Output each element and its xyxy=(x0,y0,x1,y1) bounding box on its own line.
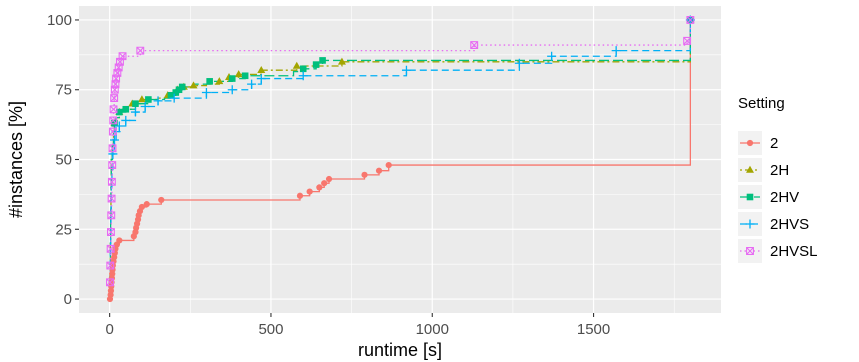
series-point-2hvsl xyxy=(110,94,119,103)
series-point-2 xyxy=(158,196,165,204)
series-point-2hvs xyxy=(169,93,179,103)
series-point-2hvs xyxy=(247,79,257,89)
y-axis-title: #instances [%] xyxy=(6,101,26,218)
series-point-2hvs xyxy=(401,65,411,75)
legend-label-2hvs: 2HVS xyxy=(770,216,809,233)
series-point-2hvs xyxy=(108,149,118,159)
series-point-2hvsl xyxy=(109,116,118,125)
series-point-2h xyxy=(337,57,346,65)
series-point-2 xyxy=(143,201,150,208)
legend-key-marker xyxy=(745,219,755,229)
legend-key-marker xyxy=(746,247,754,255)
y-tick-label: 100 xyxy=(47,12,72,29)
legend-label-2hv: 2HV xyxy=(770,189,799,206)
x-axis-ticks: 0 500 1000 1500 xyxy=(105,313,610,338)
legend-key-marker xyxy=(746,193,754,201)
series-point-2h xyxy=(257,65,266,73)
series-point-2h xyxy=(234,70,243,78)
series-point-2hv xyxy=(299,65,307,73)
legend-label-2: 2 xyxy=(770,135,778,152)
series-point-2hvsl xyxy=(470,41,479,50)
legend-key-marker xyxy=(746,165,754,173)
series-point-2h xyxy=(189,81,198,89)
series-point-2hvsl xyxy=(686,16,695,24)
series-point-2hv xyxy=(312,61,320,68)
y-tick-label: 25 xyxy=(55,221,72,238)
x-tick-label: 1500 xyxy=(577,321,610,338)
series-point-2h xyxy=(292,61,301,69)
series-point-2hvs xyxy=(611,46,621,56)
series-point-2hv xyxy=(206,78,213,85)
series-point-2hv xyxy=(319,57,326,64)
series-point-2hv xyxy=(167,92,175,99)
series-point-2hvs xyxy=(153,96,163,106)
series-point-2hv xyxy=(241,72,249,80)
series-point-2 xyxy=(116,237,123,244)
series-point-2 xyxy=(296,192,304,199)
series-point-2hvs xyxy=(140,101,150,111)
series-point-2hvs xyxy=(227,85,237,95)
series-point-2 xyxy=(375,167,383,174)
legend-label-2h: 2H xyxy=(770,162,789,179)
legend-title: Setting xyxy=(738,95,785,112)
series-point-2hvsl xyxy=(683,36,692,45)
series-point-2hvs xyxy=(130,107,140,117)
series-point-2hvsl xyxy=(106,244,115,253)
series-point-2hvs xyxy=(121,115,131,125)
series-point-2 xyxy=(316,184,323,191)
series-point-2hvsl xyxy=(107,177,116,186)
series-markers xyxy=(106,15,695,303)
x-axis-title: runtime [s] xyxy=(358,340,442,360)
series-point-2hvsl xyxy=(108,127,117,136)
x-tick-label: 1000 xyxy=(416,321,449,338)
series-point-2hvsl xyxy=(107,194,116,203)
legend: Setting 2 2H 2HV 2HVS 2HVSL xyxy=(738,95,818,263)
legend-label-2hvsl: 2HVSL xyxy=(770,243,818,260)
series-point-2h xyxy=(215,77,224,85)
series-point-2 xyxy=(325,175,333,183)
x-tick-label: 500 xyxy=(258,321,283,338)
series-point-2hvs xyxy=(256,74,266,84)
series-point-2h xyxy=(137,95,146,103)
series-point-2 xyxy=(306,188,313,195)
series-point-2hvsl xyxy=(118,52,127,61)
series-point-2 xyxy=(138,203,146,211)
grid-minor xyxy=(79,6,721,313)
series-point-2hv xyxy=(122,105,130,113)
x-tick-label: 0 xyxy=(105,321,113,338)
series-point-2hvs xyxy=(514,58,524,68)
series-point-2hv xyxy=(228,75,236,82)
series-point-2 xyxy=(361,171,368,178)
series-point-2hv xyxy=(178,83,186,91)
y-tick-label: 50 xyxy=(55,152,72,169)
series-point-2hvs xyxy=(114,121,124,131)
legend-key-marker xyxy=(746,139,754,147)
series-point-2hv xyxy=(116,108,123,116)
y-tick-label: 75 xyxy=(55,82,72,99)
series-point-2hvs xyxy=(109,135,119,145)
series-point-2hvs xyxy=(298,71,308,81)
series-point-2hv xyxy=(111,119,118,127)
series-point-2hvsl xyxy=(136,46,145,55)
series-point-2 xyxy=(385,161,392,169)
series-point-2hvsl xyxy=(108,144,117,153)
series-point-2hvsl xyxy=(107,211,116,220)
series-point-2hv xyxy=(132,100,139,107)
series-point-2hvsl xyxy=(106,278,114,287)
series-point-2hvs xyxy=(201,88,211,98)
series-point-2hvsl xyxy=(106,228,115,237)
series-point-2hvsl xyxy=(109,105,118,114)
series-point-2hvs xyxy=(547,51,557,61)
series-point-2hv xyxy=(145,96,152,103)
series-point-2hvsl xyxy=(108,161,117,170)
series-point-2hvsl xyxy=(106,261,115,270)
series-point-2 xyxy=(321,180,328,187)
y-tick-label: 0 xyxy=(64,291,72,308)
y-axis-ticks: 0 25 50 75 100 xyxy=(47,12,79,308)
